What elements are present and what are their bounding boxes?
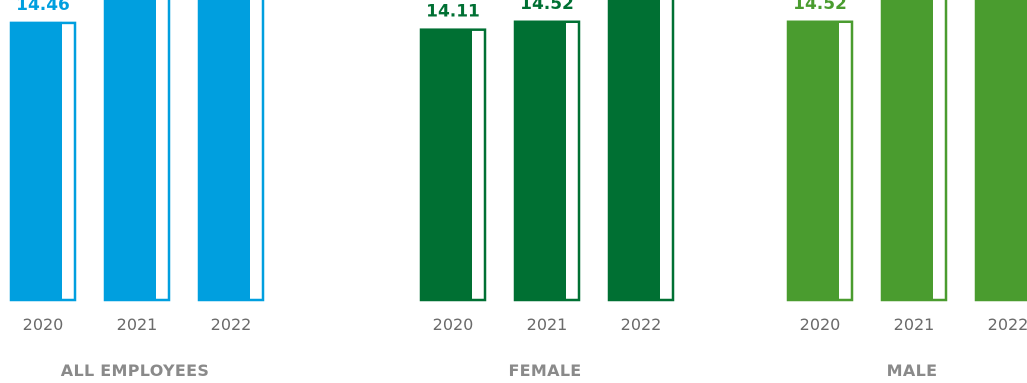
x-tick-label: 2022 <box>211 315 252 334</box>
chart-group-1: 14.46202016.04202116.562022ALL EMPLOYEES <box>9 0 265 380</box>
x-tick-label: 2022 <box>988 315 1027 334</box>
x-tick-label: 2021 <box>527 315 568 334</box>
data-label: 14.11 <box>426 2 480 22</box>
chart-group-3: 14.52202016.27202116.642022MALE <box>786 0 1027 380</box>
data-label: 14.52 <box>520 0 574 14</box>
chart-title: FEMALE <box>508 361 581 380</box>
data-label: 14.52 <box>793 0 847 14</box>
x-tick-label: 2021 <box>894 315 935 334</box>
x-tick-label: 2020 <box>23 315 64 334</box>
chart-title: MALE <box>887 361 938 380</box>
bar <box>975 0 1027 302</box>
x-tick-label: 2021 <box>117 315 158 334</box>
bar <box>514 20 566 301</box>
bar <box>608 0 660 301</box>
bar <box>787 20 839 301</box>
bar <box>881 0 933 301</box>
bar <box>104 0 156 301</box>
bar <box>420 28 472 301</box>
bar <box>10 21 62 302</box>
data-label: 14.46 <box>16 0 70 15</box>
x-tick-label: 2022 <box>621 315 662 334</box>
x-tick-label: 2020 <box>433 315 474 334</box>
chart-title: ALL EMPLOYEES <box>61 361 209 380</box>
x-tick-label: 2020 <box>800 315 841 334</box>
bar <box>198 0 250 302</box>
